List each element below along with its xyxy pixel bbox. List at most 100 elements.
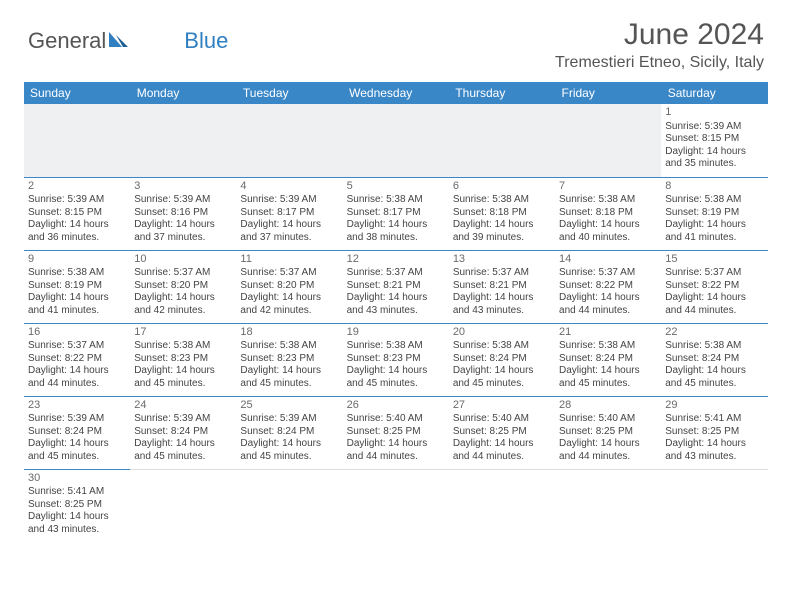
daylight-line: Daylight: 14 hours and 37 minutes. xyxy=(134,219,232,244)
sunrise-line: Sunrise: 5:38 AM xyxy=(240,340,338,353)
sunset-line: Sunset: 8:18 PM xyxy=(453,207,551,220)
sunrise-line: Sunrise: 5:39 AM xyxy=(28,194,126,207)
calendar-cell xyxy=(449,104,555,177)
calendar-cell: 29Sunrise: 5:41 AMSunset: 8:25 PMDayligh… xyxy=(661,396,767,469)
sunset-line: Sunset: 8:22 PM xyxy=(665,280,763,293)
sunset-line: Sunset: 8:24 PM xyxy=(134,426,232,439)
daylight-line: Daylight: 14 hours and 44 minutes. xyxy=(559,292,657,317)
daylight-line: Daylight: 14 hours and 45 minutes. xyxy=(28,438,126,463)
sunset-line: Sunset: 8:17 PM xyxy=(240,207,338,220)
logo-text-blue: Blue xyxy=(184,28,228,54)
sunset-line: Sunset: 8:24 PM xyxy=(559,353,657,366)
day-number: 12 xyxy=(347,253,445,267)
calendar-cell: 21Sunrise: 5:38 AMSunset: 8:24 PMDayligh… xyxy=(555,323,661,396)
calendar-cell: 27Sunrise: 5:40 AMSunset: 8:25 PMDayligh… xyxy=(449,396,555,469)
sunrise-line: Sunrise: 5:39 AM xyxy=(665,121,763,134)
daylight-line: Daylight: 14 hours and 44 minutes. xyxy=(559,438,657,463)
sunset-line: Sunset: 8:25 PM xyxy=(453,426,551,439)
calendar-cell xyxy=(130,469,236,542)
sunset-line: Sunset: 8:15 PM xyxy=(28,207,126,220)
sunset-line: Sunset: 8:24 PM xyxy=(28,426,126,439)
daylight-line: Daylight: 14 hours and 35 minutes. xyxy=(665,146,763,171)
day-number: 5 xyxy=(347,180,445,194)
sunrise-line: Sunrise: 5:37 AM xyxy=(347,267,445,280)
sunrise-line: Sunrise: 5:37 AM xyxy=(134,267,232,280)
calendar-cell: 9Sunrise: 5:38 AMSunset: 8:19 PMDaylight… xyxy=(24,250,130,323)
sunset-line: Sunset: 8:25 PM xyxy=(665,426,763,439)
day-number: 23 xyxy=(28,399,126,413)
day-number: 22 xyxy=(665,326,763,340)
calendar-cell: 22Sunrise: 5:38 AMSunset: 8:24 PMDayligh… xyxy=(661,323,767,396)
sunset-line: Sunset: 8:23 PM xyxy=(347,353,445,366)
sunset-line: Sunset: 8:19 PM xyxy=(28,280,126,293)
day-number: 8 xyxy=(665,180,763,194)
day-number: 29 xyxy=(665,399,763,413)
calendar-cell: 18Sunrise: 5:38 AMSunset: 8:23 PMDayligh… xyxy=(236,323,342,396)
day-header: Thursday xyxy=(449,82,555,104)
daylight-line: Daylight: 14 hours and 45 minutes. xyxy=(665,365,763,390)
title-block: June 2024 Tremestieri Etneo, Sicily, Ita… xyxy=(555,18,764,72)
day-header: Friday xyxy=(555,82,661,104)
sunrise-line: Sunrise: 5:38 AM xyxy=(665,194,763,207)
logo: General Blue xyxy=(28,28,228,54)
sunrise-line: Sunrise: 5:37 AM xyxy=(559,267,657,280)
calendar-cell xyxy=(236,104,342,177)
daylight-line: Daylight: 14 hours and 39 minutes. xyxy=(453,219,551,244)
daylight-line: Daylight: 14 hours and 45 minutes. xyxy=(134,365,232,390)
day-number: 15 xyxy=(665,253,763,267)
daylight-line: Daylight: 14 hours and 41 minutes. xyxy=(28,292,126,317)
calendar-cell: 30Sunrise: 5:41 AMSunset: 8:25 PMDayligh… xyxy=(24,469,130,542)
sunset-line: Sunset: 8:25 PM xyxy=(28,499,126,512)
calendar-cell: 17Sunrise: 5:38 AMSunset: 8:23 PMDayligh… xyxy=(130,323,236,396)
sunset-line: Sunset: 8:25 PM xyxy=(559,426,657,439)
sunset-line: Sunset: 8:23 PM xyxy=(134,353,232,366)
calendar-cell: 19Sunrise: 5:38 AMSunset: 8:23 PMDayligh… xyxy=(343,323,449,396)
sunrise-line: Sunrise: 5:38 AM xyxy=(453,194,551,207)
day-number: 24 xyxy=(134,399,232,413)
sunrise-line: Sunrise: 5:39 AM xyxy=(134,413,232,426)
calendar-cell: 8Sunrise: 5:38 AMSunset: 8:19 PMDaylight… xyxy=(661,177,767,250)
calendar-cell: 25Sunrise: 5:39 AMSunset: 8:24 PMDayligh… xyxy=(236,396,342,469)
sunrise-line: Sunrise: 5:38 AM xyxy=(559,340,657,353)
daylight-line: Daylight: 14 hours and 44 minutes. xyxy=(665,292,763,317)
calendar-cell xyxy=(449,469,555,542)
sunset-line: Sunset: 8:24 PM xyxy=(240,426,338,439)
day-number: 14 xyxy=(559,253,657,267)
sunrise-line: Sunrise: 5:38 AM xyxy=(453,340,551,353)
calendar-cell xyxy=(24,104,130,177)
sunrise-line: Sunrise: 5:41 AM xyxy=(28,486,126,499)
daylight-line: Daylight: 14 hours and 42 minutes. xyxy=(240,292,338,317)
sunrise-line: Sunrise: 5:41 AM xyxy=(665,413,763,426)
calendar-cell: 28Sunrise: 5:40 AMSunset: 8:25 PMDayligh… xyxy=(555,396,661,469)
day-header: Saturday xyxy=(661,82,767,104)
sunset-line: Sunset: 8:17 PM xyxy=(347,207,445,220)
daylight-line: Daylight: 14 hours and 45 minutes. xyxy=(134,438,232,463)
day-number: 26 xyxy=(347,399,445,413)
day-number: 6 xyxy=(453,180,551,194)
calendar-cell: 10Sunrise: 5:37 AMSunset: 8:20 PMDayligh… xyxy=(130,250,236,323)
calendar-cell: 1Sunrise: 5:39 AMSunset: 8:15 PMDaylight… xyxy=(661,104,767,177)
sunrise-line: Sunrise: 5:40 AM xyxy=(347,413,445,426)
daylight-line: Daylight: 14 hours and 40 minutes. xyxy=(559,219,657,244)
calendar-cell: 26Sunrise: 5:40 AMSunset: 8:25 PMDayligh… xyxy=(343,396,449,469)
logo-text-general: General xyxy=(28,28,106,54)
calendar-cell: 3Sunrise: 5:39 AMSunset: 8:16 PMDaylight… xyxy=(130,177,236,250)
sunset-line: Sunset: 8:21 PM xyxy=(453,280,551,293)
calendar-cell xyxy=(343,469,449,542)
day-number: 27 xyxy=(453,399,551,413)
daylight-line: Daylight: 14 hours and 45 minutes. xyxy=(240,365,338,390)
sunset-line: Sunset: 8:20 PM xyxy=(240,280,338,293)
day-number: 30 xyxy=(28,472,126,486)
daylight-line: Daylight: 14 hours and 44 minutes. xyxy=(453,438,551,463)
day-number: 7 xyxy=(559,180,657,194)
sunrise-line: Sunrise: 5:40 AM xyxy=(559,413,657,426)
day-number: 17 xyxy=(134,326,232,340)
sunrise-line: Sunrise: 5:38 AM xyxy=(134,340,232,353)
sunset-line: Sunset: 8:18 PM xyxy=(559,207,657,220)
calendar-body: 1Sunrise: 5:39 AMSunset: 8:15 PMDaylight… xyxy=(24,104,768,542)
calendar-cell: 24Sunrise: 5:39 AMSunset: 8:24 PMDayligh… xyxy=(130,396,236,469)
calendar-head: SundayMondayTuesdayWednesdayThursdayFrid… xyxy=(24,82,768,104)
daylight-line: Daylight: 14 hours and 43 minutes. xyxy=(28,511,126,536)
calendar-cell: 14Sunrise: 5:37 AMSunset: 8:22 PMDayligh… xyxy=(555,250,661,323)
day-number: 1 xyxy=(665,106,763,120)
